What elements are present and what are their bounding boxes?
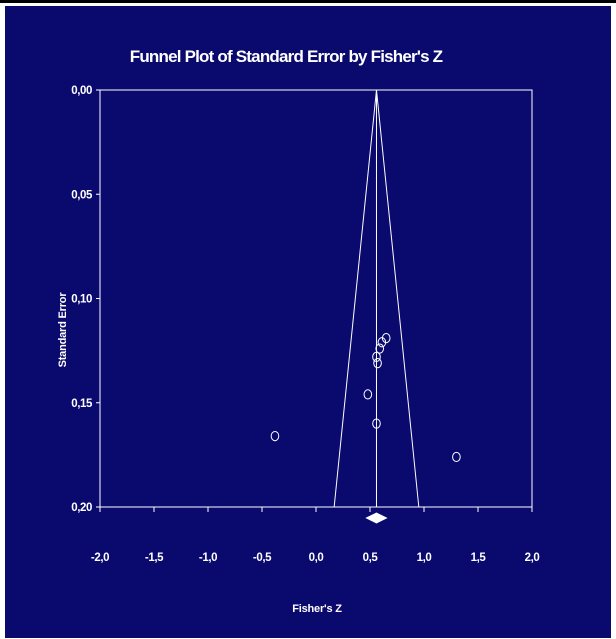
study-point — [270, 431, 280, 442]
study-point — [363, 389, 373, 400]
top-border-line — [0, 0, 616, 3]
study-point — [372, 418, 381, 429]
plot-area: -2,0 -1,5 -1,0 -0,5 0,0 0,5 1,0 1,5 2,0 0,00 0,05 0… — [71, 85, 540, 564]
plot-frame — [99, 89, 533, 508]
x-tick-label: -0,5 — [253, 552, 272, 564]
study-point — [372, 351, 381, 362]
x-tick-label: 2,0 — [525, 552, 540, 564]
study-point — [377, 337, 387, 348]
x-tick-label: -1,0 — [199, 552, 217, 564]
study-point — [452, 451, 461, 463]
x-tick-label: 0,0 — [309, 552, 324, 564]
study-point — [373, 358, 382, 369]
funnel-right-line — [375, 89, 420, 508]
pooled-estimate-diamond — [365, 512, 388, 524]
y-tick-label: 0,20 — [71, 502, 92, 514]
funnel-left-line — [333, 89, 377, 508]
x-axis-label: Fisher's Z — [292, 603, 342, 615]
x-tick-label: 1,5 — [471, 552, 487, 564]
study-point — [375, 343, 385, 354]
y-tick-label: 0,05 — [71, 189, 93, 201]
x-tick-label: -2,0 — [91, 552, 109, 564]
x-tick-label: 0,5 — [363, 552, 379, 564]
x-tick-label: 1,0 — [417, 552, 432, 564]
chart-panel — [4, 5, 612, 639]
y-tick-label: 0,10 — [71, 294, 92, 306]
y-tick-label: 0,00 — [71, 85, 92, 97]
y-axis-label: Standard Error — [57, 292, 69, 368]
chart-title: Funnel Plot of Standard Error by Fisher'… — [130, 47, 443, 66]
x-tick-label: -1,5 — [145, 552, 164, 564]
y-tick-label: 0,15 — [71, 398, 93, 410]
